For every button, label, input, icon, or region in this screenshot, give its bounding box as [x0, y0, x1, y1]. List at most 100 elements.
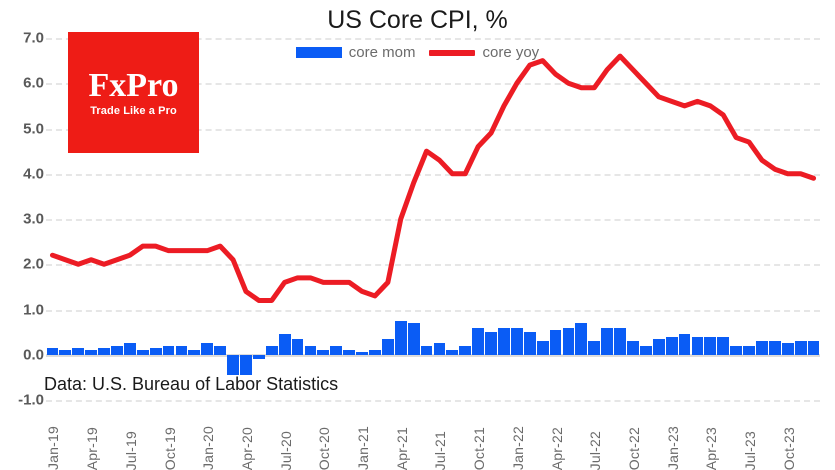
x-axis-tick-label: Jul-23	[742, 430, 759, 470]
zero-baseline	[46, 353, 820, 357]
legend-item-core-yoy[interactable]: core yoy	[429, 44, 539, 61]
page-title: US Core CPI, %	[327, 6, 508, 34]
x-axis-tick-label: Apr-20	[238, 426, 255, 470]
gridline	[46, 173, 820, 176]
y-axis-tick-label: 6.0	[23, 74, 44, 92]
logo-tagline: Trade Like a Pro	[90, 104, 177, 117]
x-axis-tick-label: Apr-21	[393, 426, 410, 470]
legend-label-core-yoy: core yoy	[482, 44, 540, 61]
bar-core-mom	[562, 327, 575, 355]
bar-core-mom	[381, 338, 394, 355]
bar-core-mom	[601, 327, 614, 355]
x-axis-tick-label: Oct-20	[316, 426, 333, 470]
bar-core-mom	[433, 343, 446, 355]
bar-core-mom	[123, 343, 136, 355]
x-axis-tick-label: Jul-22	[587, 430, 604, 470]
bar-core-mom	[175, 345, 188, 355]
bar-core-mom	[72, 347, 85, 355]
logo-wordmark: FxPro	[88, 66, 179, 104]
bar-core-mom	[214, 345, 227, 355]
bar-core-mom	[149, 347, 162, 355]
bar-core-mom	[59, 350, 72, 355]
bar-core-mom	[588, 341, 601, 355]
bar-core-mom	[420, 345, 433, 355]
bar-core-mom	[369, 350, 381, 355]
x-axis: Jan-19 Apr-19 Jul-19 Oct-19 Jan-20 Apr-20 Jul-…	[45, 402, 820, 470]
bar-core-mom	[459, 345, 472, 355]
gridline	[46, 38, 820, 40]
x-axis-tick-label: Oct-23	[780, 426, 797, 470]
bar-core-mom	[472, 327, 485, 355]
bar-core-mom	[98, 347, 110, 355]
y-axis-tick-label: 7.0	[23, 29, 44, 47]
x-axis-tick-label: Jul-21	[432, 430, 449, 470]
bar-core-mom	[446, 350, 459, 355]
bar-core-mom	[227, 354, 239, 376]
gridline	[46, 400, 820, 402]
bar-core-mom	[652, 338, 665, 355]
legend-label-core-mom: core mom	[348, 44, 416, 61]
bar-core-mom	[407, 323, 420, 355]
y-axis-tick-label: -1.0	[18, 391, 44, 409]
x-axis-tick-label: Jul-20	[277, 430, 294, 470]
x-axis-tick-label: Apr-23	[703, 426, 720, 470]
x-axis-tick-label: Oct-22	[625, 426, 642, 470]
bar-core-mom	[665, 336, 678, 355]
gridline	[46, 264, 820, 267]
bar-core-mom	[627, 341, 639, 355]
bar-core-mom	[781, 343, 794, 355]
bar-core-mom	[768, 341, 781, 355]
bar-core-mom	[614, 327, 626, 355]
bar-core-mom	[678, 334, 691, 355]
source-note: Data: U.S. Bureau of Labor Statistics	[44, 374, 339, 394]
legend-bar-swatch-icon	[295, 47, 342, 58]
bar-core-mom	[394, 320, 407, 355]
bar-core-mom	[330, 345, 343, 355]
bar-core-mom	[265, 345, 278, 355]
bar-core-mom	[485, 332, 497, 355]
bar-core-mom	[510, 327, 523, 355]
legend-line-swatch-icon	[429, 49, 476, 56]
bar-core-mom	[498, 327, 510, 355]
x-axis-tick-label: Oct-19	[161, 426, 178, 470]
bar-core-mom	[252, 354, 265, 360]
chart-legend: core mom core yoy	[0, 44, 835, 61]
x-axis-tick-label: Jan-21	[355, 425, 372, 470]
x-axis-tick-label: Oct-21	[471, 426, 488, 470]
bar-core-mom	[201, 343, 214, 355]
gridline	[46, 83, 820, 86]
bar-core-mom	[46, 347, 59, 355]
plot-area	[46, 38, 820, 402]
bar-core-mom	[240, 354, 252, 376]
x-axis-tick-label: Jul-19	[122, 430, 139, 470]
bar-core-mom	[639, 345, 652, 355]
bar-core-mom	[575, 323, 588, 355]
bar-core-mom	[343, 350, 356, 355]
line-series-core-yoy	[46, 38, 820, 400]
x-axis-tick-label: Jan-19	[45, 425, 62, 470]
bar-core-mom	[691, 336, 704, 355]
x-axis-tick-label: Apr-22	[548, 426, 565, 470]
gridline	[46, 219, 820, 221]
bar-core-mom	[730, 345, 743, 355]
y-axis-tick-label: 0.0	[23, 346, 44, 364]
bar-series-core-mom	[46, 38, 820, 400]
bar-core-mom	[807, 341, 820, 355]
x-axis-tick-label: Jan-22	[509, 425, 526, 470]
bar-core-mom	[717, 336, 730, 355]
bar-core-mom	[536, 341, 549, 355]
bar-core-mom	[291, 338, 304, 355]
bar-core-mom	[317, 350, 330, 355]
y-axis-tick-label: 1.0	[23, 301, 44, 318]
legend-item-core-mom[interactable]: core mom	[295, 44, 416, 61]
bar-core-mom	[743, 345, 755, 355]
y-axis-tick-label: 3.0	[23, 210, 44, 228]
bar-core-mom	[794, 341, 807, 355]
bar-core-mom	[111, 345, 123, 355]
bar-core-mom	[356, 352, 368, 355]
bar-core-mom	[549, 329, 562, 355]
bar-core-mom	[304, 345, 317, 355]
y-axis-tick-label: 5.0	[23, 120, 44, 137]
x-axis-tick-label: Jan-23	[664, 425, 681, 470]
